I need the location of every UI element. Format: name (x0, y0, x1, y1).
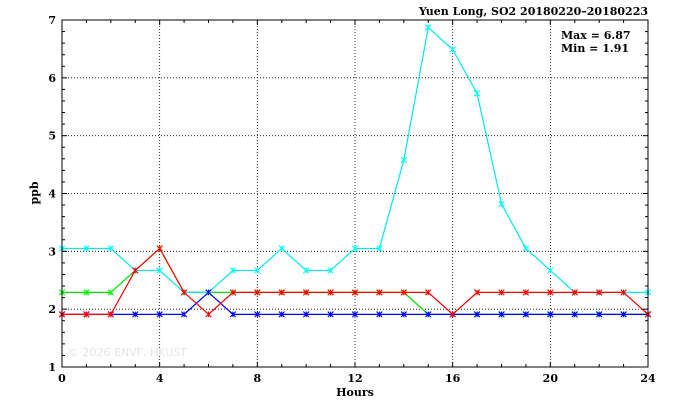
watermark: © 2026 ENVF, HKUST (68, 346, 187, 359)
data-point (229, 289, 237, 296)
min-label: Min = 1.91 (561, 42, 629, 55)
data-point (278, 311, 285, 318)
data-point (351, 245, 359, 252)
data-point (522, 245, 530, 252)
data-point (400, 156, 408, 164)
chart-title: Yuen Long, SO2 20180220–20180223 (418, 5, 648, 18)
data-point (107, 289, 115, 296)
y-tick-label: 1 (48, 361, 56, 374)
data-point (473, 311, 481, 318)
data-point (180, 289, 188, 296)
data-point (595, 289, 603, 296)
data-point (132, 311, 139, 318)
series-4 (58, 245, 652, 318)
data-point (83, 289, 90, 296)
x-tick-label: 20 (543, 372, 559, 385)
x-axis-label: Hours (336, 386, 374, 399)
data-point (620, 289, 627, 296)
y-tick-label: 4 (48, 188, 56, 201)
x-tick-label: 4 (156, 372, 164, 385)
data-point (254, 311, 261, 318)
data-point (449, 46, 456, 53)
data-point (473, 90, 481, 97)
data-point (83, 311, 90, 318)
y-axis-label: ppb (28, 181, 41, 204)
data-point (83, 245, 90, 252)
data-point (620, 311, 627, 318)
data-point (400, 311, 408, 318)
series-group (58, 24, 652, 318)
data-point (547, 289, 554, 296)
data-point (278, 289, 285, 296)
data-point (278, 245, 285, 252)
data-point (327, 289, 334, 296)
data-point (156, 245, 163, 252)
y-tick-label: 2 (48, 303, 56, 316)
data-point (522, 311, 530, 318)
data-point (571, 289, 578, 296)
data-point (498, 200, 505, 208)
data-point (498, 289, 505, 296)
y-tick-label: 7 (48, 14, 56, 27)
x-tick-label: 0 (58, 372, 66, 385)
data-point (302, 311, 310, 318)
data-point (156, 311, 163, 318)
data-point (547, 267, 554, 274)
data-point (107, 245, 115, 252)
data-point (156, 267, 163, 274)
data-point (327, 267, 334, 274)
data-point (571, 311, 578, 318)
data-point (351, 311, 359, 318)
y-tick-label: 5 (48, 130, 56, 143)
data-point (229, 311, 237, 318)
data-point (254, 289, 261, 296)
max-label: Max = 6.87 (561, 29, 631, 42)
data-point (425, 24, 432, 31)
data-point (302, 267, 310, 274)
data-point (351, 289, 359, 296)
data-point (547, 311, 554, 318)
data-point (205, 289, 212, 296)
data-point (254, 267, 261, 274)
data-point (302, 289, 310, 296)
data-point (180, 311, 188, 318)
series-line (62, 26, 648, 293)
data-point (449, 311, 456, 318)
data-point (376, 311, 383, 318)
data-point (107, 311, 115, 318)
data-point (229, 267, 237, 274)
data-point (376, 245, 383, 252)
data-point (522, 289, 530, 296)
data-point (132, 267, 139, 274)
y-tick-label: 6 (48, 72, 56, 85)
data-point (327, 311, 334, 318)
data-point (425, 289, 432, 296)
data-point (498, 311, 505, 318)
x-tick-label: 12 (347, 372, 362, 385)
x-tick-label: 24 (640, 372, 656, 385)
y-tick-label: 3 (48, 245, 56, 258)
x-tick-label: 16 (445, 372, 461, 385)
series-3 (58, 289, 652, 318)
data-point (205, 311, 212, 318)
data-point (473, 289, 481, 296)
data-point (425, 311, 432, 318)
x-tick-label: 8 (254, 372, 262, 385)
data-point (595, 311, 603, 318)
data-point (376, 289, 383, 296)
data-point (400, 289, 408, 296)
grid (62, 20, 648, 367)
